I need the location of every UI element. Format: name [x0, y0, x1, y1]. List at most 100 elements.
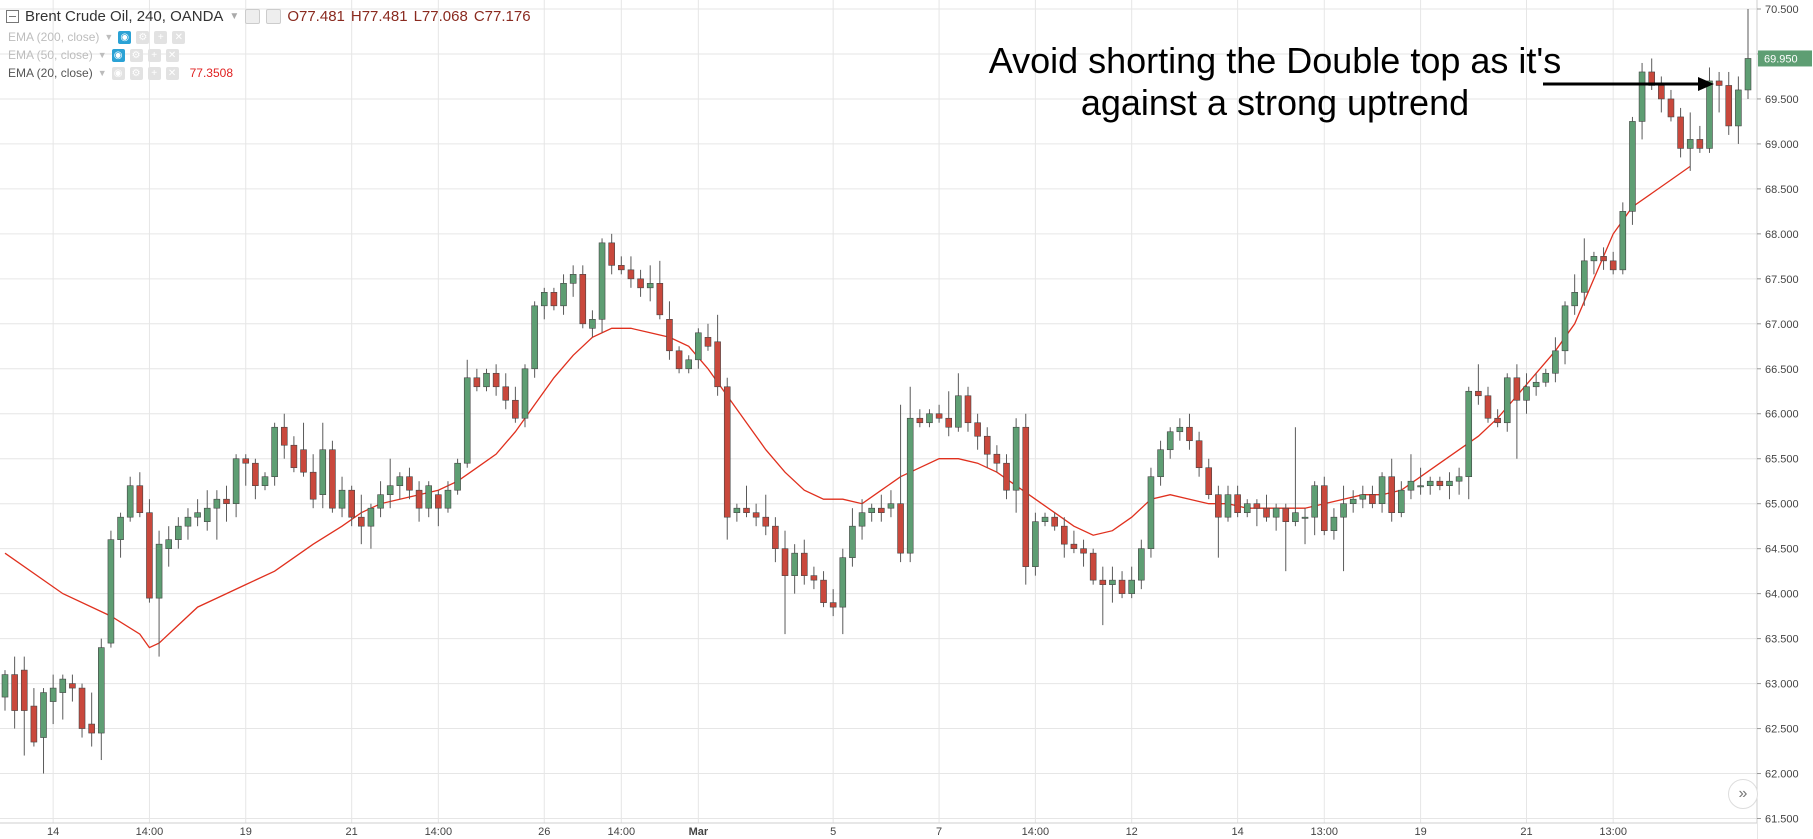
candle-body — [704, 336, 712, 347]
gear-icon[interactable]: ⚙ — [136, 30, 150, 44]
time-axis-background — [0, 823, 1757, 839]
candle-body — [569, 274, 577, 284]
candle — [1166, 427, 1174, 459]
candle-body — [1581, 260, 1588, 293]
candle-body — [906, 417, 914, 554]
candle-body — [512, 399, 519, 419]
candle-body — [1725, 85, 1733, 127]
settings-icon[interactable] — [245, 9, 261, 24]
candle-body — [1186, 426, 1193, 442]
candle — [1417, 467, 1424, 495]
candle-body — [444, 489, 452, 509]
annotation-arrow — [1543, 77, 1714, 91]
scroll-to-realtime-button[interactable]: » — [1728, 779, 1758, 809]
candle-body — [242, 458, 250, 464]
chevron-down-icon[interactable]: ▼ — [229, 11, 240, 22]
more-icon[interactable]: + — [147, 66, 161, 80]
candle-body — [107, 539, 115, 644]
candle — [868, 503, 875, 522]
candle — [40, 688, 47, 774]
candle — [261, 472, 269, 491]
close-icon[interactable]: ✕ — [165, 48, 179, 62]
chevron-down-icon[interactable]: ▼ — [104, 32, 114, 42]
candle-body — [993, 453, 1001, 464]
indicator-ema-200[interactable]: EMA (200, close) ▼ ◉ ⚙ + ✕ — [8, 30, 186, 44]
eye-icon[interactable]: ◉ — [111, 48, 125, 62]
candle-body — [1272, 507, 1280, 518]
candle — [280, 413, 288, 459]
candle — [695, 328, 702, 369]
candle — [714, 314, 721, 396]
symbol-title[interactable]: Brent Crude Oil, 240, OANDA — [25, 8, 224, 25]
candle — [1272, 503, 1280, 531]
candle — [1581, 238, 1588, 306]
candle — [531, 301, 538, 378]
ema-20-path — [4, 165, 1691, 649]
eye-icon[interactable]: ◉ — [111, 66, 125, 80]
candle-body — [49, 687, 57, 702]
candle-body — [829, 602, 837, 608]
time-axis[interactable]: 14 14:00 19 21 14:00 26 14:00 Mar 5 7 14:00 12 14 13:… — [0, 822, 1757, 839]
price-tick-label: 62.500 — [1765, 724, 1799, 736]
price-tick-label: 65.000 — [1765, 499, 1799, 511]
candle-body — [473, 377, 481, 388]
candle — [415, 481, 423, 522]
candle-body — [531, 305, 538, 370]
chevron-down-icon[interactable]: ▼ — [97, 50, 107, 60]
close-icon[interactable]: ✕ — [172, 30, 186, 44]
indicator-ema-50[interactable]: EMA (50, close) ▼ ◉ ⚙ + ✕ — [8, 48, 179, 62]
candle-body — [136, 485, 144, 513]
candle — [348, 485, 355, 527]
collapse-icon[interactable] — [6, 10, 19, 23]
candle — [733, 503, 741, 522]
candlestick-series — [1, 8, 1752, 774]
candle — [271, 422, 278, 486]
candle — [955, 373, 962, 432]
indicator-value: 77.3508 — [189, 66, 234, 80]
time-tick-label: 5 — [830, 826, 836, 838]
candle — [1311, 481, 1318, 536]
candle — [608, 233, 615, 275]
gear-icon[interactable]: ⚙ — [129, 66, 143, 80]
candle-body — [1744, 58, 1752, 91]
candle-body — [1446, 480, 1453, 487]
candle — [1032, 512, 1039, 576]
candle-body — [78, 687, 86, 729]
candle — [1398, 481, 1405, 518]
more-icon[interactable]: + — [147, 48, 161, 62]
price-tick-label: 62.000 — [1765, 769, 1799, 781]
candle — [1089, 548, 1097, 585]
candle — [791, 544, 798, 594]
chevron-down-icon[interactable]: ▼ — [97, 68, 107, 78]
price-axis[interactable]: 61.500 62.000 62.500 63.000 63.500 64.000 64.5… — [1756, 0, 1813, 839]
time-tick-label: 14:00 — [136, 826, 164, 838]
candle — [1446, 472, 1453, 500]
eye-icon[interactable]: ◉ — [118, 30, 132, 44]
candle-body — [849, 525, 856, 558]
indicator-label: EMA (50, close) — [8, 48, 93, 62]
candle — [1205, 458, 1213, 500]
candle-body — [203, 507, 211, 522]
candle-body — [213, 498, 221, 509]
close-icon[interactable]: ✕ — [165, 66, 179, 80]
candle-body — [1282, 507, 1290, 522]
candle — [1561, 301, 1569, 365]
chart-grid — [0, 0, 1757, 823]
candle — [1109, 566, 1116, 603]
candle-body — [878, 507, 885, 513]
candle — [1003, 454, 1010, 500]
candle — [993, 445, 1001, 473]
visibility-icon[interactable] — [266, 9, 282, 24]
indicator-ema-20[interactable]: EMA (20, close) ▼ ◉ ⚙ + ✕ 77.3508 — [8, 66, 233, 80]
more-icon[interactable]: + — [154, 30, 168, 44]
candle-body — [781, 548, 789, 576]
candle — [820, 571, 827, 608]
candle-body — [916, 417, 924, 424]
candle-body — [1176, 426, 1184, 433]
gear-icon[interactable]: ⚙ — [129, 48, 143, 62]
candle-body — [1128, 579, 1135, 594]
candle-body — [146, 512, 153, 599]
candle — [1725, 71, 1733, 135]
candle-body — [1311, 485, 1318, 518]
